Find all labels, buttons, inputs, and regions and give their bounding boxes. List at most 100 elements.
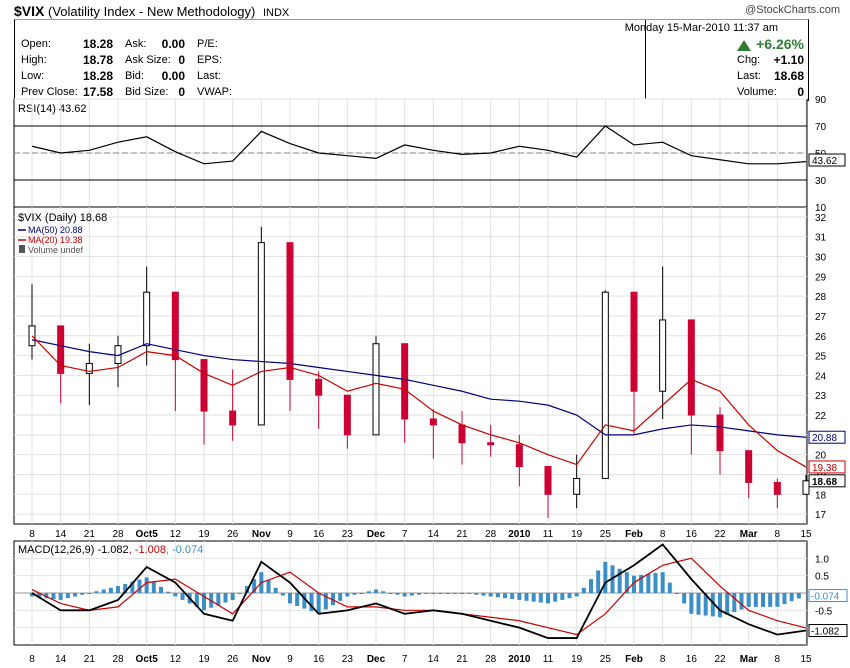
macd-histogram-bar: [739, 593, 744, 610]
macd-histogram-bar: [624, 572, 629, 593]
macd-title-main: MACD(12,26,9) -1.082: [18, 544, 129, 556]
x-axis-label: 12: [170, 529, 182, 540]
macd-histogram-bar: [352, 593, 357, 595]
macd-histogram-bar: [775, 593, 780, 607]
macd-histogram-bar: [503, 593, 507, 599]
macd-histogram-bar: [732, 593, 737, 613]
macd-histogram-bar: [30, 593, 34, 597]
macd-histogram-bar: [151, 582, 156, 593]
x-axis-label: 21: [84, 529, 96, 540]
bid-size-label: Bid Size:: [125, 86, 169, 98]
x-axis-label: 9: [287, 654, 293, 665]
candle-body: [515, 444, 523, 468]
macd-histogram-bar: [166, 591, 171, 593]
macd-histogram-bar: [703, 593, 708, 616]
macd-histogram-bar: [338, 593, 343, 601]
x-axis-label: 23: [342, 529, 354, 540]
bid-value: 0.00: [161, 69, 185, 83]
low-label: Low:: [21, 70, 45, 82]
macd-histogram-bar: [789, 593, 794, 602]
macd-histogram-bar: [481, 593, 486, 596]
macd-tick-label: 0.5: [815, 572, 829, 583]
candle-body: [630, 291, 638, 392]
candle-body: [573, 477, 581, 495]
candle-body: [745, 450, 753, 483]
x-axis-label: 15: [800, 654, 812, 665]
macd-histogram-bar: [488, 593, 493, 597]
macd-histogram-bar: [517, 593, 522, 600]
candle-body: [372, 343, 380, 436]
low-value: 18.28: [82, 69, 113, 83]
x-axis-label: 14: [55, 654, 67, 665]
macd-histogram-bar: [452, 593, 457, 594]
macd-histogram-bar: [173, 593, 178, 597]
ask-value: 0.00: [161, 37, 185, 51]
macd-last-labels: -0.074 -1.082: [808, 589, 848, 638]
x-axis-label: 14: [428, 529, 440, 540]
candle-body: [687, 319, 695, 416]
macd-histogram-bar: [474, 593, 479, 595]
candlesticks: [28, 226, 810, 519]
x-axis-label: 12: [170, 654, 182, 665]
macd-histogram-bar: [409, 593, 414, 596]
macd-histogram-bar: [216, 593, 221, 606]
x-axis-label: 19: [198, 654, 210, 665]
macd-histogram-bar: [675, 593, 679, 594]
price-tick-label: 27: [815, 312, 827, 323]
macd-title: MACD(12,26,9) -1.082, -1.008, -0.074: [18, 544, 203, 556]
pe-label: P/E:: [197, 38, 218, 50]
macd-histogram-bar: [80, 593, 85, 595]
x-axis-label: Nov: [252, 654, 271, 665]
bid-label: Bid:: [125, 70, 144, 82]
macd-histogram-bar: [309, 593, 314, 612]
macd-histogram-bar: [123, 583, 128, 593]
open-label: Open:: [21, 38, 51, 50]
x-axis-label: Dec: [367, 654, 386, 665]
price-last-labels: 20.88 19.38 18.68: [808, 430, 846, 488]
macd-tick-label: 1.0: [815, 554, 829, 565]
x-axis-label: 19: [571, 654, 583, 665]
macd-histogram-bar: [130, 581, 135, 593]
macd-signal-label: , -1.008: [129, 544, 166, 556]
price-tick-label: 31: [815, 233, 827, 244]
candle-body: [802, 480, 810, 495]
x-axis-labels-upper: 8 14 21 28 Oct5 12 19 26 Nov 9 16 23 Dec 7 14 21 28 2010 1…: [29, 529, 812, 540]
ask-size-label: Ask Size:: [125, 54, 171, 66]
macd-histogram-bar: [295, 593, 300, 606]
macd-histogram-bar: [689, 593, 694, 614]
volume-value: 0: [797, 85, 804, 99]
ma50-line: [31, 339, 807, 438]
macd-last-box: [808, 589, 848, 603]
x-axis-label: 2010: [508, 529, 531, 540]
macd-histogram-bar: [108, 587, 113, 593]
candle-body: [257, 242, 265, 426]
macd-histogram-bar: [273, 587, 278, 593]
macd-histogram-bar: [460, 593, 464, 594]
x-axis-label: 21: [456, 529, 468, 540]
rsi-tick-label: 10: [815, 203, 827, 214]
macd-histogram-bar: [331, 593, 335, 606]
candle-body: [57, 325, 65, 374]
price-last-label: 19.38: [812, 463, 837, 474]
x-axis-label: 9: [287, 529, 293, 540]
price-tick-label: 26: [815, 332, 827, 343]
x-axis-label: 14: [428, 654, 440, 665]
x-axis-label: 28: [485, 654, 497, 665]
macd-histogram-bar: [94, 591, 99, 593]
prev-close-value: 17.58: [82, 85, 113, 99]
macd-histogram-bar: [603, 561, 608, 593]
macd-histogram-bar: [646, 573, 651, 593]
price-tick-label: 24: [815, 371, 827, 382]
rsi-line: [31, 125, 807, 165]
ma20-line: [31, 335, 807, 468]
x-axis-label: 8: [29, 529, 35, 540]
high-value: 18.78: [82, 53, 113, 67]
price-tick-label: 22: [815, 411, 827, 422]
chg-value: +1.10: [773, 53, 804, 67]
bid-size-value: 0: [178, 85, 185, 99]
price-tick-label: 25: [815, 352, 827, 363]
candle-body: [315, 378, 323, 396]
quote-box: Monday 15-Mar-2010 11:37 am Open: 18.28 …: [14, 19, 809, 101]
exchange: INDX: [262, 7, 290, 19]
